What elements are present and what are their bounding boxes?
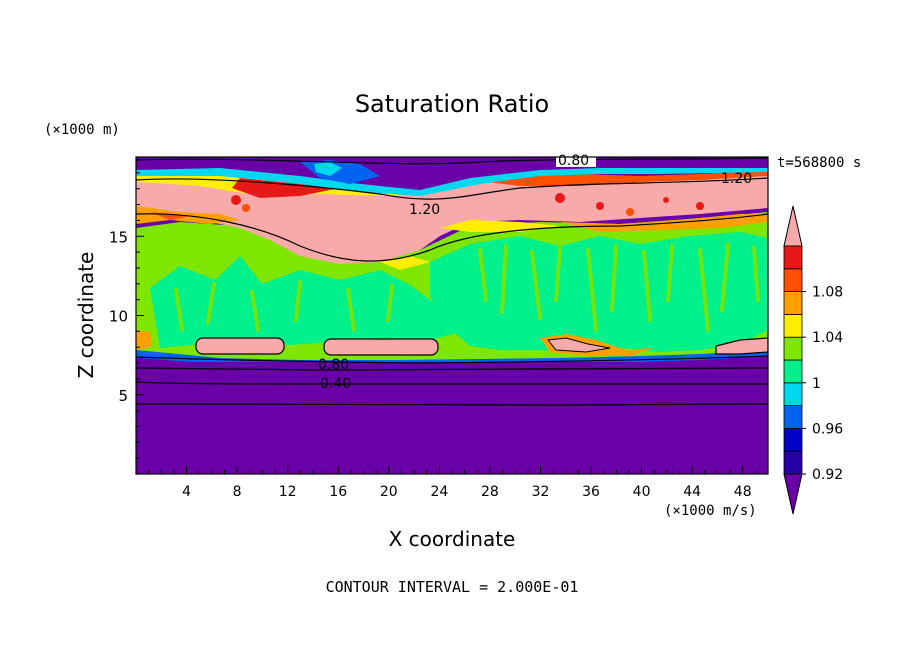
x-tick-label: 4 — [182, 484, 191, 500]
top-band-cyan-spot — [314, 162, 342, 176]
x-tick-label: 36 — [582, 484, 600, 500]
x-axis-label: X coordinate — [389, 527, 516, 551]
y-units-label: (×1000 m) — [44, 122, 120, 138]
y-axis-label: Z coordinate — [74, 252, 98, 379]
x-tick-label: 44 — [683, 484, 701, 500]
colorbar-label: 1.04 — [812, 330, 843, 346]
colorbar-swatch — [783, 268, 803, 292]
colorbar-top-arrow — [783, 205, 803, 247]
top-band-cyan — [136, 168, 768, 196]
contour-field — [136, 157, 768, 474]
colorbar-swatch — [783, 405, 803, 429]
colorbar-swatch — [783, 382, 803, 406]
colorbar-bottom-arrow — [783, 473, 803, 515]
cloud-streaks — [174, 242, 760, 332]
colorbar-swatch — [783, 336, 803, 361]
left-edge-speckle — [136, 330, 152, 350]
contour-label-1: 0.80 — [558, 153, 589, 169]
x-tick-label: 48 — [734, 484, 752, 500]
colorbar-swatch — [783, 291, 803, 315]
x-tick-label: 20 — [380, 484, 398, 500]
contour-label-2: 1.20 — [721, 171, 752, 187]
contour-label-5: 0.40 — [320, 376, 351, 392]
lower-layer — [136, 362, 768, 474]
x-tick-label: 40 — [633, 484, 651, 500]
x-tick-label: 24 — [430, 484, 448, 500]
colorbar-label: 1.08 — [812, 285, 843, 301]
colorbar-swatch — [783, 450, 803, 475]
contour-label-4: 0.80 — [318, 357, 349, 373]
upper-layer-top-right — [470, 170, 768, 186]
time-label: t=568800 s — [777, 155, 861, 171]
mid-layer-seagreen-right — [430, 232, 768, 352]
top-band-dark — [136, 157, 768, 186]
colorbar-label: 0.96 — [812, 421, 843, 437]
y-tick-label: 5 — [118, 387, 128, 405]
y-tick-label: 10 — [109, 308, 128, 326]
contour-lines — [136, 157, 768, 406]
cloud-base-pads — [195, 334, 768, 356]
upper-layer-top-red — [232, 178, 340, 198]
colorbar-swatch — [783, 245, 803, 270]
x-tick-label: 32 — [532, 484, 550, 500]
colorbar-swatch — [783, 359, 803, 384]
x-axis: 4 8 12 16 20 24 28 32 36 40 44 48 — [148, 466, 756, 500]
y-axis: 5 10 15 — [109, 172, 144, 459]
colorbar-swatch — [783, 313, 803, 338]
contour-interval-note: CONTOUR INTERVAL = 2.000E-01 — [326, 578, 579, 596]
chart-title: Saturation Ratio — [355, 90, 549, 118]
x-tick-label: 28 — [481, 484, 499, 500]
x-tick-label: 16 — [329, 484, 347, 500]
mid-layer-seagreen-left — [150, 256, 460, 348]
contour-labels: 0.80 1.20 1.20 0.80 0.40 — [318, 151, 752, 392]
x-units-label: (×1000 m/s) — [664, 503, 757, 519]
contour-label-3: 1.20 — [409, 202, 440, 218]
colorbar-swatch — [783, 427, 803, 452]
y-tick-label: 15 — [109, 228, 128, 246]
x-tick-label: 12 — [279, 484, 297, 500]
x-tick-label: 8 — [233, 484, 242, 500]
colorbar: 1.08 1.04 1 0.96 0.92 — [783, 205, 843, 515]
colorbar-label: 1 — [812, 376, 821, 392]
colorbar-label: 0.92 — [812, 467, 843, 483]
